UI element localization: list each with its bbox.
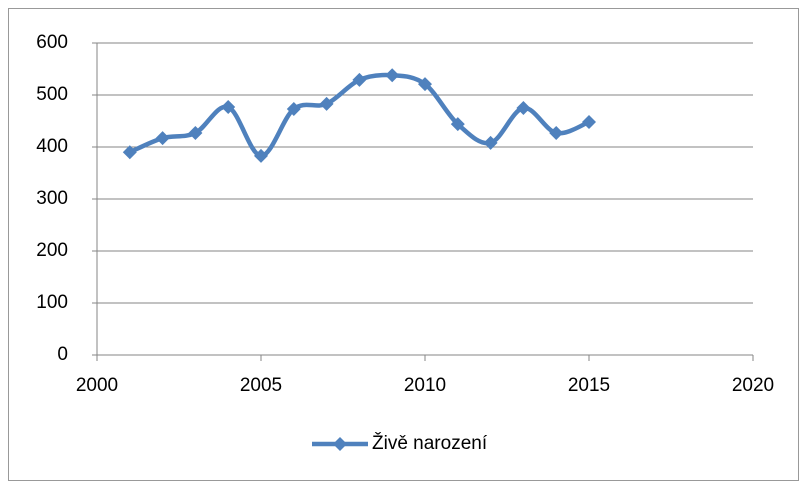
y-tick-label: 0: [57, 344, 68, 365]
data-point: [286, 102, 301, 117]
y-tick-label: 600: [36, 32, 68, 53]
data-point: [188, 125, 203, 140]
x-tick-label: 2005: [240, 375, 282, 396]
y-tick-label: 500: [36, 84, 68, 105]
data-point: [122, 145, 137, 160]
legend-marker: [333, 437, 347, 451]
data-point: [483, 135, 498, 150]
data-point: [254, 148, 268, 163]
y-tick-label: 200: [36, 240, 68, 261]
data-point: [155, 131, 170, 146]
chart-frame: [8, 8, 799, 481]
data-point: [352, 72, 367, 87]
data-point: [418, 77, 432, 92]
x-tick-label: 2015: [568, 375, 610, 396]
data-point: [549, 125, 564, 140]
y-tick-label: 300: [36, 188, 68, 209]
x-tick-label: 2000: [76, 375, 118, 396]
x-tick-label: 2010: [404, 375, 446, 396]
data-point: [319, 96, 334, 111]
x-tick-label: 2020: [732, 375, 774, 396]
legend-label: Živě narození: [372, 432, 488, 454]
y-tick-label: 100: [36, 292, 68, 313]
data-point: [221, 99, 236, 114]
y-tick-label: 400: [36, 136, 68, 157]
data-point: [516, 101, 531, 115]
data-point: [450, 117, 465, 132]
data-point: [582, 115, 596, 130]
data-point: [385, 68, 400, 83]
